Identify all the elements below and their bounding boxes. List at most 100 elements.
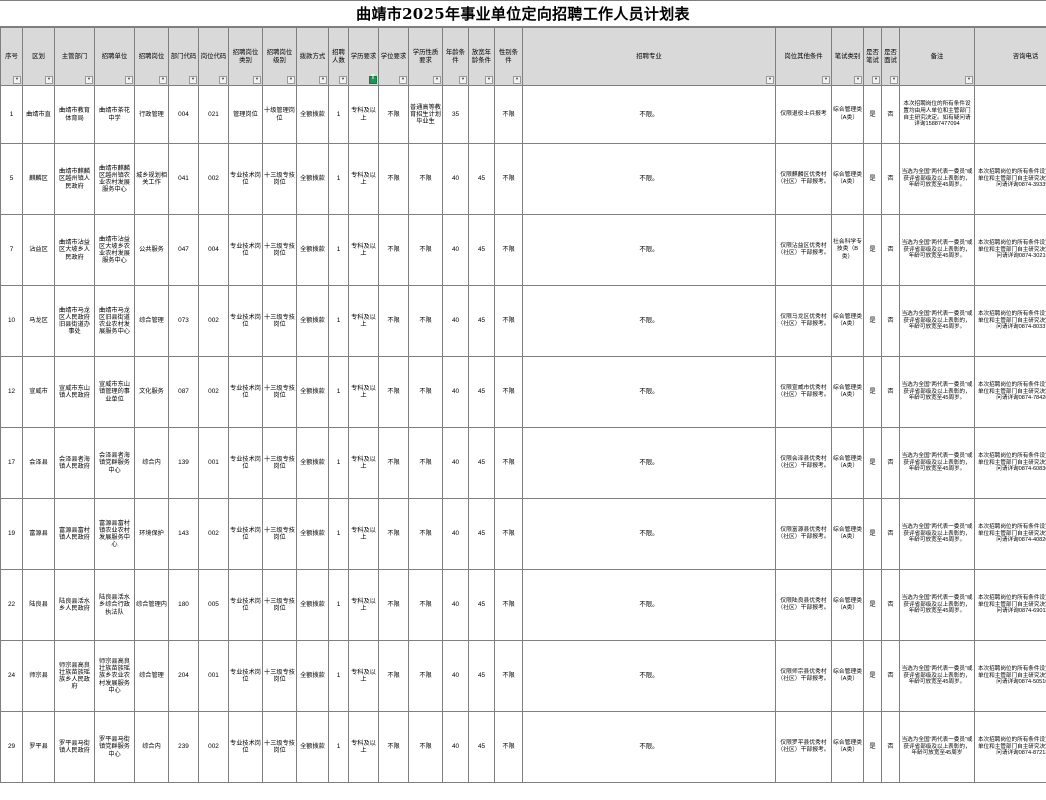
cell-post_code[interactable]: 001 bbox=[198, 640, 229, 712]
cell-age[interactable]: 40 bbox=[442, 143, 469, 215]
cell-post_level[interactable]: 十三级专技岗位 bbox=[262, 356, 297, 428]
cell-dept_code[interactable]: 239 bbox=[168, 711, 199, 783]
cell-exam_type[interactable]: 综合管理类（A类） bbox=[831, 711, 864, 783]
filter-dropdown-icon[interactable] bbox=[766, 76, 774, 84]
cell-unit[interactable]: 师宗县高良壮族苗族瑶族乡农业农村发展服务中心 bbox=[94, 640, 135, 712]
cell-supervisor[interactable]: 曲靖市教育体育局 bbox=[54, 85, 95, 144]
cell-seq[interactable]: 12 bbox=[0, 356, 23, 428]
cell-age[interactable]: 40 bbox=[442, 427, 469, 499]
cell-headcount[interactable]: 1 bbox=[328, 85, 349, 144]
cell-degree[interactable]: 不限 bbox=[378, 143, 409, 215]
cell-other_cond[interactable]: 仅限会泽县优秀村（社区）干部报考。 bbox=[775, 427, 832, 499]
cell-age[interactable]: 40 bbox=[442, 711, 469, 783]
cell-seq[interactable]: 1 bbox=[0, 85, 23, 144]
cell-region[interactable]: 师宗县 bbox=[22, 640, 55, 712]
cell-degree[interactable]: 不限 bbox=[378, 356, 409, 428]
column-header-gender[interactable]: 性别条件 bbox=[494, 27, 523, 86]
column-header-other_cond[interactable]: 岗位其他条件 bbox=[775, 27, 832, 86]
cell-region[interactable]: 沾益区 bbox=[22, 214, 55, 286]
cell-region[interactable]: 富源县 bbox=[22, 498, 55, 570]
filter-dropdown-icon[interactable] bbox=[399, 76, 407, 84]
cell-other_cond[interactable]: 仅限陆良县优秀村（社区）干部报考。 bbox=[775, 569, 832, 641]
cell-age_relax[interactable]: 45 bbox=[468, 569, 495, 641]
cell-has_written[interactable]: 是 bbox=[863, 427, 882, 499]
cell-major[interactable]: 不限。 bbox=[522, 640, 776, 712]
filter-dropdown-icon[interactable] bbox=[253, 76, 261, 84]
cell-edu_nature[interactable]: 不限 bbox=[408, 214, 443, 286]
cell-region[interactable]: 马龙区 bbox=[22, 285, 55, 357]
cell-major[interactable]: 不限。 bbox=[522, 498, 776, 570]
cell-other_cond[interactable]: 仅限麒麟区优秀村（社区）干部报考。 bbox=[775, 143, 832, 215]
cell-post_level[interactable]: 十三级专技岗位 bbox=[262, 143, 297, 215]
table-row[interactable]: 19 富源县 富源县富村镇人民政府 富源县富村镇农业农村发展服务中心 环境保护 143 00… bbox=[0, 498, 1046, 570]
cell-tel[interactable]: 本次招聘岗位的所有条件设置均由用人单位和主管部门自主研究决定。如有疑问请详询08… bbox=[974, 569, 1046, 641]
cell-degree[interactable]: 不限 bbox=[378, 498, 409, 570]
cell-remark[interactable]: 当选为全国“两代表一委员”或获评省部级及以上表彰的，年龄可放宽至45周岁。 bbox=[899, 356, 975, 428]
cell-other_cond[interactable]: 仅限富源县优秀村（社区）干部报考。 bbox=[775, 498, 832, 570]
cell-age_relax[interactable]: 45 bbox=[468, 427, 495, 499]
cell-tel[interactable]: 本次招聘岗位的所有条件设置均由用人单位和主管部门自主研究决定。如有疑问请详询08… bbox=[974, 143, 1046, 215]
cell-supervisor[interactable]: 富源县富村镇人民政府 bbox=[54, 498, 95, 570]
cell-post[interactable]: 公共服务 bbox=[134, 214, 169, 286]
cell-tel[interactable]: 本次招聘岗位的所有条件设置均由用人单位和主管部门自主研究决定。如有疑问请详询08… bbox=[974, 711, 1046, 783]
cell-funding[interactable]: 全额拨款 bbox=[296, 569, 329, 641]
table-row[interactable]: 29 罗平县 罗平县马街镇人民政府 罗平县马街镇党群服务中心 综合内 239 002 专业技术… bbox=[0, 711, 1046, 783]
column-header-dept_code[interactable]: 部门代码 bbox=[168, 27, 199, 86]
cell-dept_code[interactable]: 047 bbox=[168, 214, 199, 286]
cell-post[interactable]: 行政管理 bbox=[134, 85, 169, 144]
cell-has_written[interactable]: 是 bbox=[863, 498, 882, 570]
cell-has_interview[interactable]: 否 bbox=[881, 711, 900, 783]
cell-funding[interactable]: 全额拨款 bbox=[296, 143, 329, 215]
cell-post_level[interactable]: 十三级专技岗位 bbox=[262, 285, 297, 357]
cell-degree[interactable]: 不限 bbox=[378, 285, 409, 357]
cell-funding[interactable]: 全额拨款 bbox=[296, 285, 329, 357]
cell-has_written[interactable]: 是 bbox=[863, 214, 882, 286]
cell-degree[interactable]: 不限 bbox=[378, 711, 409, 783]
cell-seq[interactable]: 24 bbox=[0, 640, 23, 712]
cell-dept_code[interactable]: 087 bbox=[168, 356, 199, 428]
cell-post_code[interactable]: 001 bbox=[198, 427, 229, 499]
cell-has_interview[interactable]: 否 bbox=[881, 214, 900, 286]
cell-gender[interactable]: 不限 bbox=[494, 285, 523, 357]
column-header-headcount[interactable]: 招聘人数 bbox=[328, 27, 349, 86]
cell-education[interactable]: 专科及以上 bbox=[348, 85, 379, 144]
cell-funding[interactable]: 全额拨款 bbox=[296, 498, 329, 570]
cell-dept_code[interactable]: 073 bbox=[168, 285, 199, 357]
cell-has_interview[interactable]: 否 bbox=[881, 143, 900, 215]
cell-remark[interactable]: 当选为全国“两代表一委员”或获评省部级及以上表彰的，年龄可放宽至45周岁 bbox=[899, 711, 975, 783]
cell-has_written[interactable]: 是 bbox=[863, 356, 882, 428]
filter-dropdown-icon[interactable] bbox=[854, 76, 862, 84]
cell-has_interview[interactable]: 否 bbox=[881, 640, 900, 712]
cell-post[interactable]: 综合管理 bbox=[134, 285, 169, 357]
cell-exam_type[interactable]: 综合管理类（A类） bbox=[831, 569, 864, 641]
cell-edu_nature[interactable]: 不限 bbox=[408, 356, 443, 428]
cell-supervisor[interactable]: 会泽县者海镇人民政府 bbox=[54, 427, 95, 499]
cell-edu_nature[interactable]: 不限 bbox=[408, 711, 443, 783]
column-header-seq[interactable]: 序号 bbox=[0, 27, 23, 86]
cell-supervisor[interactable]: 曲靖市沾益区大坡乡人民政府 bbox=[54, 214, 95, 286]
cell-post_level[interactable]: 十三级专技岗位 bbox=[262, 214, 297, 286]
cell-tel[interactable]: 本次招聘岗位的所有条件设置均由用人单位和主管部门自主研究决定。如有疑问请详询08… bbox=[974, 285, 1046, 357]
cell-has_written[interactable]: 是 bbox=[863, 711, 882, 783]
cell-remark[interactable]: 当选为全国“两代表一委员”或获评省部级及以上表彰的，年龄可放宽至45周岁。 bbox=[899, 498, 975, 570]
cell-post_type[interactable]: 专业技术岗位 bbox=[228, 356, 263, 428]
cell-age[interactable]: 40 bbox=[442, 640, 469, 712]
cell-exam_type[interactable]: 综合管理类（A类） bbox=[831, 498, 864, 570]
cell-headcount[interactable]: 1 bbox=[328, 143, 349, 215]
column-header-funding[interactable]: 拨款方式 bbox=[296, 27, 329, 86]
cell-gender[interactable]: 不限 bbox=[494, 356, 523, 428]
column-header-post[interactable]: 招聘岗位 bbox=[134, 27, 169, 86]
column-header-remark[interactable]: 备注 bbox=[899, 27, 975, 86]
cell-age[interactable]: 40 bbox=[442, 498, 469, 570]
column-header-edu_nature[interactable]: 学历性质要求 bbox=[408, 27, 443, 86]
filter-dropdown-icon[interactable] bbox=[459, 76, 467, 84]
cell-other_cond[interactable]: 仅限沾益区优秀村（社区）干部报考。 bbox=[775, 214, 832, 286]
cell-age[interactable]: 40 bbox=[442, 214, 469, 286]
cell-post[interactable]: 环境保护 bbox=[134, 498, 169, 570]
cell-age[interactable]: 40 bbox=[442, 285, 469, 357]
cell-tel[interactable] bbox=[974, 85, 1046, 144]
filter-dropdown-icon[interactable] bbox=[219, 76, 227, 84]
cell-post_code[interactable]: 002 bbox=[198, 285, 229, 357]
column-header-exam_type[interactable]: 笔试类别 bbox=[831, 27, 864, 86]
cell-dept_code[interactable]: 180 bbox=[168, 569, 199, 641]
